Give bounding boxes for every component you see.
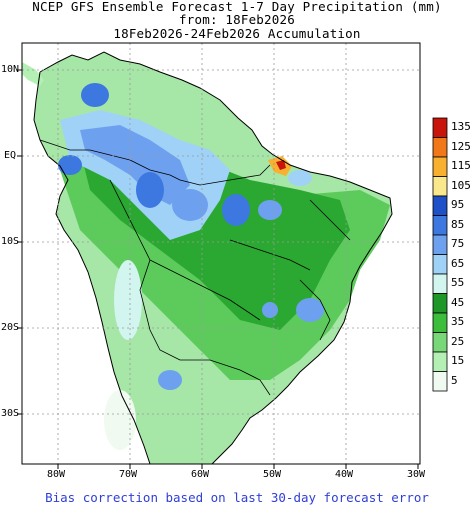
dry-zone-andes [114, 260, 142, 340]
legend-swatch [432, 117, 448, 138]
tick-marks [17, 69, 419, 469]
legend-label: 135 [451, 120, 471, 133]
x-tick-label: 80W [47, 469, 66, 480]
rain-zone-minas [296, 298, 324, 322]
rain-core-central-amazon [222, 194, 250, 226]
legend-swatch [432, 156, 448, 177]
coastline-west [33, 71, 151, 464]
y-tick-label: 30S [1, 408, 20, 419]
legend-swatch [432, 195, 448, 216]
gridlines [22, 43, 420, 464]
forecast-init-date: from: 18Feb2026 [179, 12, 295, 27]
accumulation-period: 18Feb2026-24Feb2026 Accumulation [113, 26, 361, 41]
rain-core-west-amazon [136, 172, 164, 208]
rain-max-amapa [276, 160, 286, 170]
legend-swatch [432, 273, 448, 294]
x-tick-label: 50W [263, 469, 282, 480]
legend-label: 65 [451, 256, 465, 270]
legend-label: 25 [451, 334, 465, 348]
legend-label: 85 [451, 217, 465, 231]
legend-label: 55 [451, 276, 465, 289]
x-tick-label: 70W [119, 469, 138, 480]
legend-swatch [432, 215, 448, 236]
rain-spot-sao-paulo [262, 302, 278, 318]
rain-zone-maranhao [288, 170, 312, 186]
legend-swatch [432, 137, 448, 158]
legend-swatch [432, 176, 448, 197]
legend-label: 105 [451, 178, 471, 192]
legend-swatch [432, 371, 448, 392]
legend-label: 5 [451, 373, 458, 387]
y-tick-label: 10S [1, 236, 20, 247]
legend-label: 95 [451, 198, 465, 211]
legend-swatch [432, 332, 448, 353]
legend-label: 115 [451, 159, 471, 172]
rain-zone-para [258, 200, 282, 220]
rain-core-colombia [81, 83, 109, 107]
x-tick-label: 60W [191, 469, 210, 480]
legend-swatch [432, 234, 448, 255]
legend-label: 35 [451, 315, 465, 328]
dry-zone-south [104, 390, 136, 450]
rain-core-ecuador [58, 155, 82, 175]
legend-label: 45 [451, 295, 465, 309]
coastline [39, 51, 393, 464]
map-title: NCEP GFS Ensemble Forecast 1-7 Day Preci… [32, 0, 442, 14]
rain-zone-amazon [172, 189, 208, 221]
y-tick-label: 20S [1, 322, 20, 333]
legend-label: 15 [451, 354, 465, 367]
rain-zone-argentina [158, 370, 182, 390]
map-area [22, 43, 420, 464]
y-tick-label: 10N [1, 64, 20, 75]
legend-label: 125 [451, 139, 471, 153]
map-frame [21, 42, 421, 465]
legend-swatch [432, 312, 448, 333]
y-tick-label: EQ [4, 150, 17, 161]
legend-swatch [432, 254, 448, 275]
bias-correction-note: Bias correction based on last 30-day for… [45, 490, 429, 505]
legend-swatch [432, 351, 448, 372]
x-tick-label: 30W [407, 469, 426, 480]
legend-swatch [432, 293, 448, 314]
legend-label: 75 [451, 237, 465, 250]
legend-color-bar [432, 117, 448, 392]
x-tick-label: 40W [335, 469, 354, 480]
country-borders [39, 139, 351, 396]
